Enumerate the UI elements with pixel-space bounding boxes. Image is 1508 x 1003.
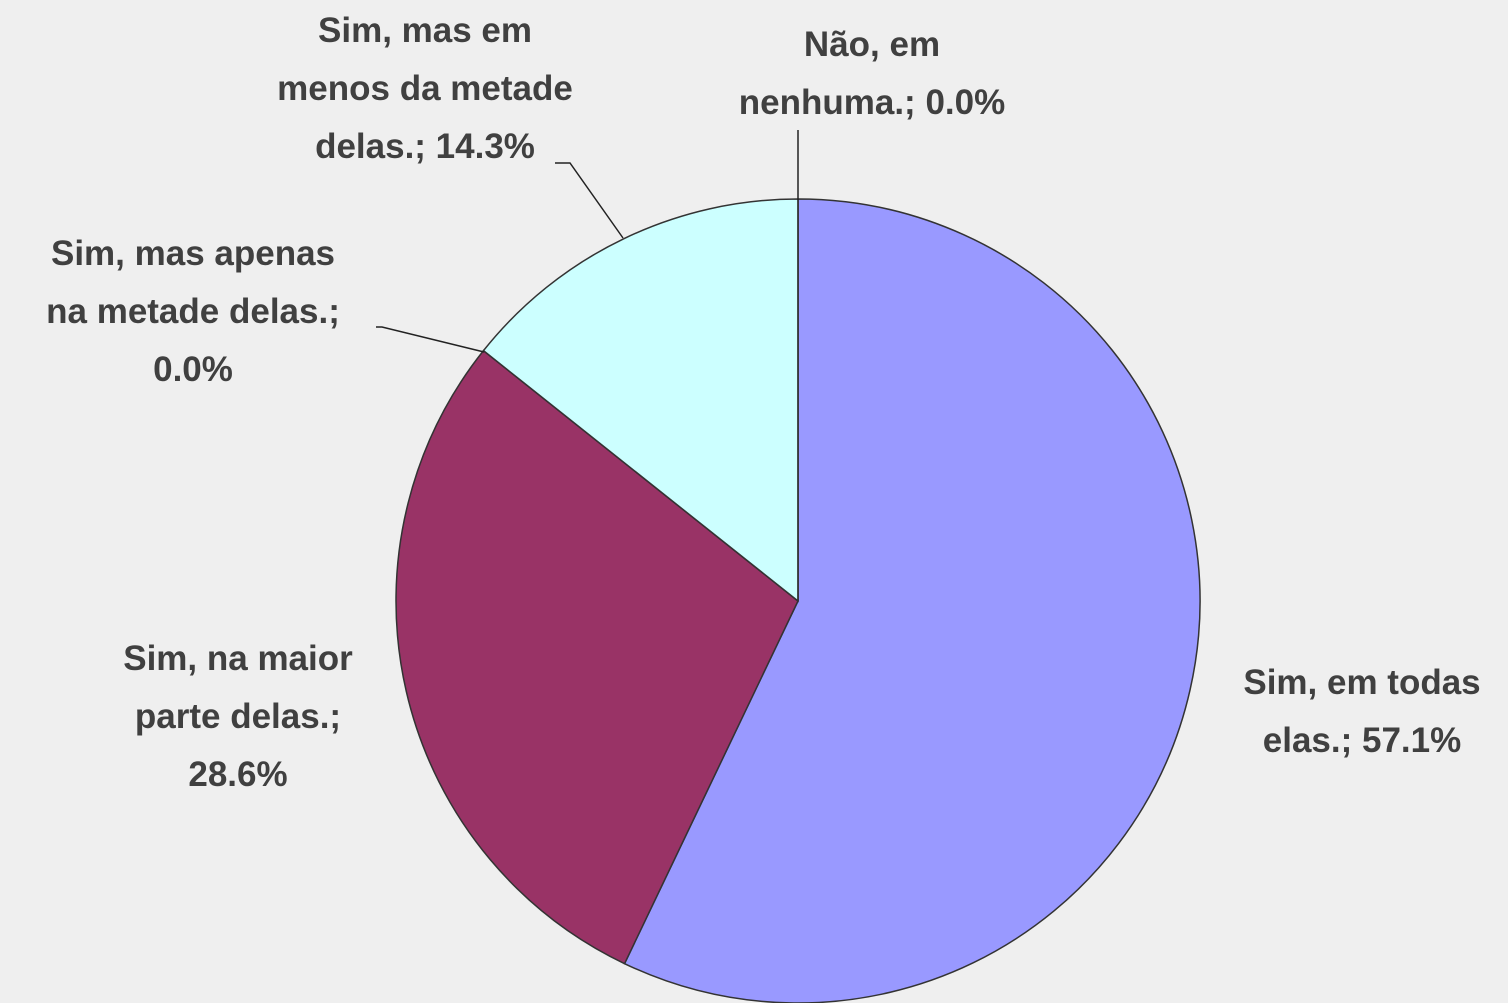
pie-slice: [395, 349, 799, 965]
data-label: Sim, mas apenas na metade delas.; 0.0%: [46, 234, 340, 389]
data-label-line: Sim, mas apenas: [51, 234, 335, 273]
data-label: Sim, em todas elas.; 57.1%: [1243, 663, 1480, 760]
data-label-line: delas.; 14.3%: [315, 127, 535, 166]
leader-lines: [376, 130, 799, 353]
data-label-line: elas.; 57.1%: [1263, 721, 1461, 760]
data-label-line: Sim, em todas: [1243, 663, 1480, 702]
data-label-line: Sim, mas em: [318, 11, 532, 50]
data-label: Sim, mas em menos da metade delas.; 14.3%: [277, 11, 573, 166]
leader-line: [376, 326, 485, 353]
data-label: Sim, na maior parte delas.; 28.6%: [123, 639, 353, 794]
data-label-line: parte delas.;: [135, 697, 341, 736]
data-label-line: na metade delas.;: [46, 292, 340, 331]
pie-slice: [482, 198, 799, 603]
data-label-line: Não, em: [804, 25, 940, 64]
pie-slice: [623, 198, 1201, 1003]
data-label-line: Sim, na maior: [123, 639, 353, 678]
data-label: Não, em nenhuma.; 0.0%: [739, 25, 1005, 122]
data-label-line: menos da metade: [277, 69, 573, 108]
data-label-line: 0.0%: [153, 350, 233, 389]
slices: [395, 198, 1201, 1003]
data-label-line: 28.6%: [188, 755, 287, 794]
leader-line: [555, 162, 624, 239]
data-label-line: nenhuma.; 0.0%: [739, 83, 1005, 122]
